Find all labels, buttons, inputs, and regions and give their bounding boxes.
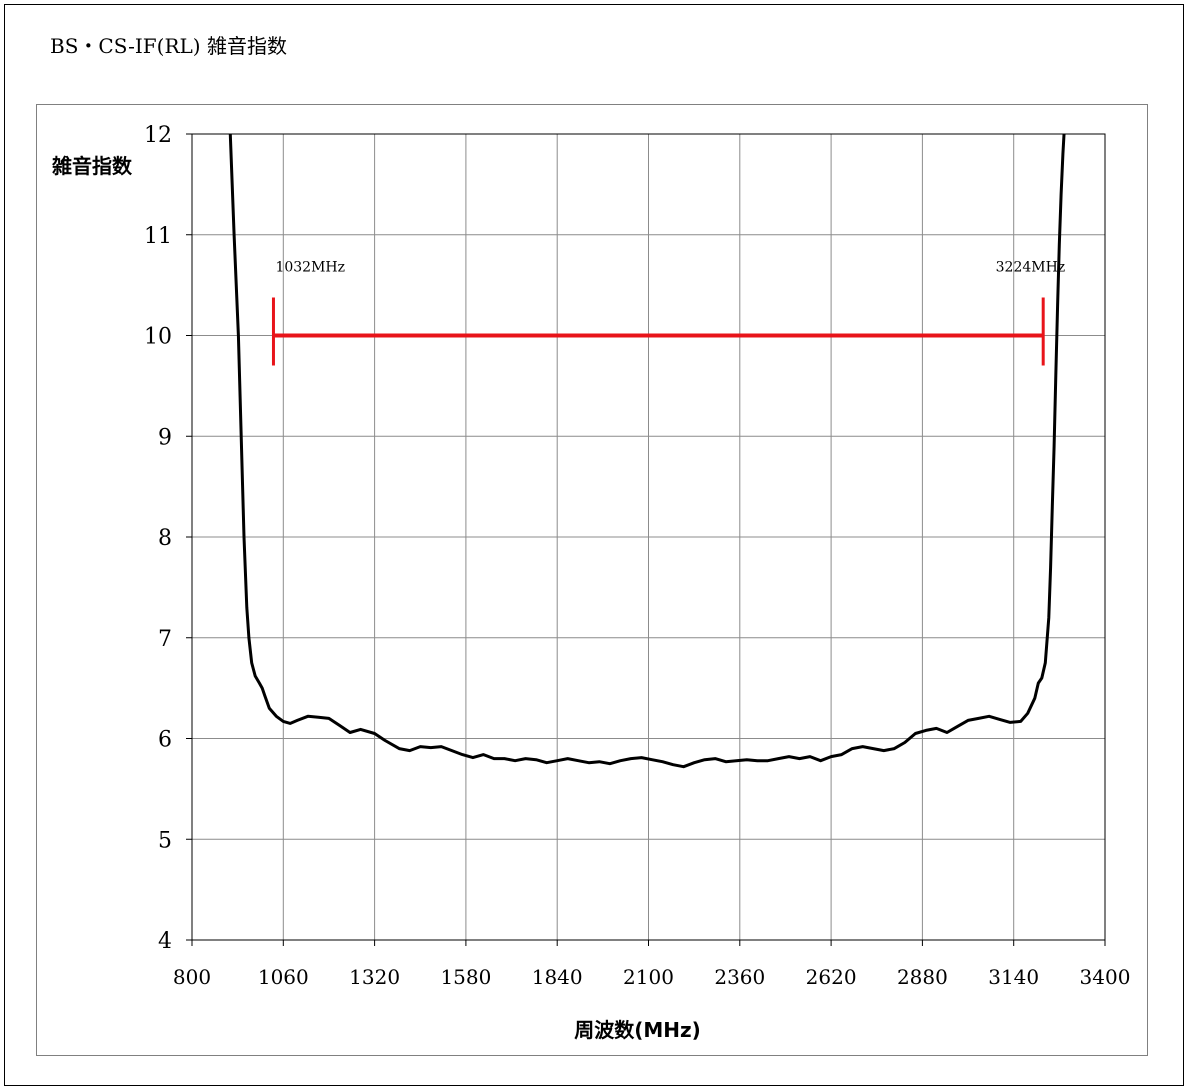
x-tick-label: 2100: [623, 965, 674, 989]
x-tick-label: 3400: [1080, 965, 1131, 989]
x-tick-label: 2880: [897, 965, 948, 989]
y-tick-label: 8: [158, 526, 172, 551]
x-tick-label: 1320: [349, 965, 400, 989]
y-tick-label: 11: [144, 224, 172, 249]
page-title: BS・CS-IF(RL) 雑音指数: [50, 34, 287, 58]
y-tick-label: 10: [144, 325, 172, 350]
x-tick-label: 1840: [532, 965, 583, 989]
range-start-label: 1032MHz: [275, 260, 345, 276]
x-tick-label: 800: [173, 965, 211, 989]
y-tick-label: 12: [144, 123, 172, 148]
range-end-label: 3224MHz: [996, 260, 1066, 276]
grid-lines: [191, 133, 1106, 941]
y-axis-label: 雑音指数: [52, 154, 132, 178]
y-tick-label: 4: [158, 929, 172, 954]
y-tick-label: 7: [158, 627, 172, 652]
axes: 4 5 6 7 8 9 10 11 12 800 1060 1320 1580 1840 2100 2360 2…: [144, 123, 1130, 989]
x-axis-label: 周波数(MHz): [574, 1018, 701, 1042]
annotation-layer: 1032MHz 3224MHz: [271, 260, 1066, 366]
x-tick-label: 1060: [258, 965, 309, 989]
x-tick-label: 1580: [440, 965, 491, 989]
x-tick-label: 2360: [714, 965, 765, 989]
y-tick-label: 9: [158, 425, 172, 450]
series-layer: [228, 134, 1066, 769]
plot-area-border: [191, 133, 1106, 941]
y-tick-label: 5: [158, 828, 172, 853]
x-tick-label: 2620: [806, 965, 857, 989]
outer-frame: [4, 4, 1184, 1086]
series-line-0: [228, 134, 1066, 769]
x-tick-label: 3140: [988, 965, 1039, 989]
y-tick-label: 6: [158, 728, 172, 753]
chart-frame: [36, 104, 1148, 1056]
